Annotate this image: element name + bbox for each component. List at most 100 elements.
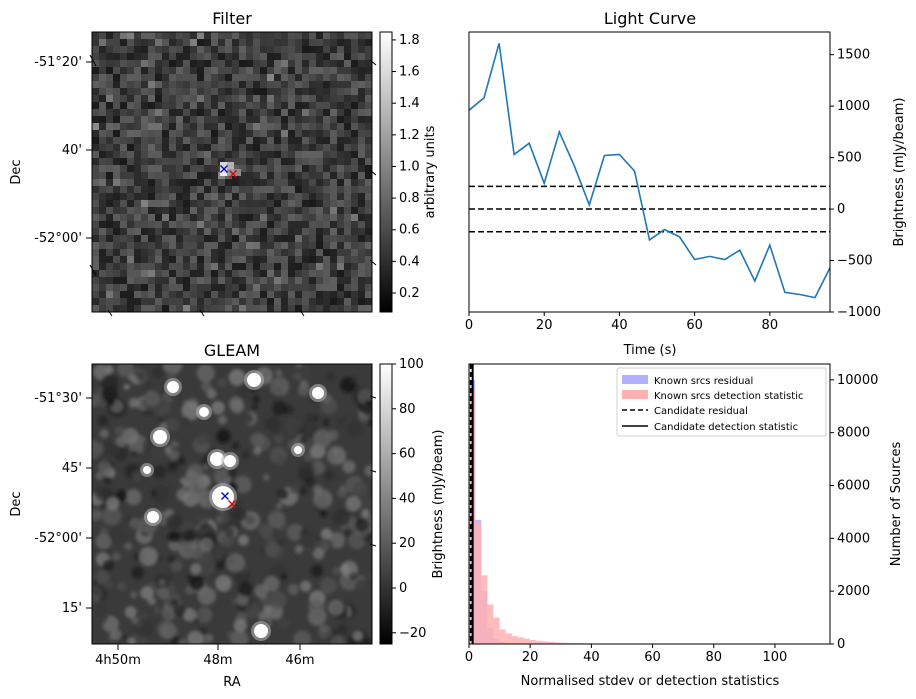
filter-pixel — [204, 60, 211, 67]
lightcurve-line — [469, 43, 830, 299]
filter-pixel — [274, 81, 281, 88]
filter-pixel — [204, 179, 211, 186]
gleam-noise-blob — [184, 529, 197, 542]
filter-pixel — [260, 60, 267, 67]
filter-pixel — [106, 179, 113, 186]
filter-pixel — [309, 228, 316, 235]
filter-pixel — [113, 186, 120, 193]
filter-pixel — [120, 95, 127, 102]
filter-pixel — [302, 228, 309, 235]
filter-pixel — [330, 221, 337, 228]
filter-pixel — [351, 144, 358, 151]
filter-pixel — [337, 130, 344, 137]
gleam-noise-blob — [196, 432, 210, 445]
filter-pixel — [183, 151, 190, 158]
filter-pixel — [225, 200, 232, 207]
filter-pixel — [288, 298, 295, 305]
filter-pixel — [302, 270, 309, 277]
gleam-cbar-tick-label: 40 — [399, 491, 416, 506]
filter-pixel — [232, 32, 239, 39]
filter-pixel — [127, 165, 134, 172]
filter-pixel — [267, 249, 274, 256]
filter-pixel — [120, 88, 127, 95]
filter-pixel — [351, 193, 358, 200]
filter-pixel — [106, 95, 113, 102]
filter-pixel — [253, 74, 260, 81]
filter-pixel — [148, 137, 155, 144]
filter-pixel — [218, 88, 225, 95]
filter-pixel — [92, 298, 99, 305]
filter-pixel — [190, 235, 197, 242]
filter-pixel — [197, 186, 204, 193]
filter-pixel — [197, 277, 204, 284]
filter-pixel — [225, 102, 232, 109]
filter-pixel — [267, 81, 274, 88]
filter-pixel — [169, 60, 176, 67]
filter-pixel — [323, 193, 330, 200]
filter-pixel — [204, 39, 211, 46]
gleam-xtick-label: 48m — [203, 653, 232, 668]
filter-pixel — [197, 74, 204, 81]
filter-pixel — [281, 172, 288, 179]
filter-pixel — [113, 88, 120, 95]
filter-pixel — [120, 123, 127, 130]
filter-pixel — [232, 158, 239, 165]
filter-pixel — [274, 109, 281, 116]
filter-pixel — [211, 158, 218, 165]
filter-pixel — [155, 214, 162, 221]
filter-pixel — [239, 46, 246, 53]
filter-pixel — [155, 123, 162, 130]
filter-pixel — [134, 109, 141, 116]
gleam-noise-blob — [348, 572, 358, 582]
gleam-noise-blob — [183, 608, 197, 622]
filter-pixel — [134, 263, 141, 270]
filter-pixel — [204, 116, 211, 123]
filter-pixel — [183, 130, 190, 137]
gleam-edge-tick — [369, 469, 377, 473]
filter-pixel — [344, 151, 351, 158]
filter-pixel — [246, 74, 253, 81]
filter-pixel — [267, 242, 274, 249]
filter-pixel — [330, 200, 337, 207]
filter-pixel — [183, 158, 190, 165]
filter-pixel — [134, 60, 141, 67]
filter-pixel — [267, 228, 274, 235]
filter-pixel — [113, 172, 120, 179]
gleam-noise-blob — [165, 417, 180, 432]
gleam-title: GLEAM — [204, 341, 260, 360]
filter-pixel — [344, 165, 351, 172]
gleam-noise-blob — [178, 638, 187, 644]
filter-pixel — [232, 109, 239, 116]
filter-pixel — [351, 249, 358, 256]
filter-pixel — [190, 305, 197, 312]
filter-pixel — [176, 228, 183, 235]
filter-pixel — [288, 67, 295, 74]
gleam-noise-blob — [127, 373, 136, 382]
filter-pixel — [281, 249, 288, 256]
gleam-noise-blob — [178, 539, 186, 547]
filter-pixel — [309, 242, 316, 249]
filter-pixel — [204, 144, 211, 151]
filter-pixel — [309, 284, 316, 291]
filter-pixel — [113, 39, 120, 46]
filter-pixel — [260, 116, 267, 123]
gleam-noise-blob — [327, 429, 339, 441]
filter-pixel — [155, 60, 162, 67]
gleam-source — [150, 427, 170, 447]
filter-pixel — [239, 60, 246, 67]
filter-pixel — [225, 193, 232, 200]
filter-pixel — [106, 207, 113, 214]
filter-pixel — [148, 193, 155, 200]
filter-pixel — [120, 158, 127, 165]
filter-pixel — [183, 53, 190, 60]
filter-pixel — [218, 186, 225, 193]
filter-pixel — [148, 81, 155, 88]
filter-pixel — [92, 200, 99, 207]
filter-pixel — [169, 32, 176, 39]
filter-pixel — [253, 186, 260, 193]
filter-pixel — [204, 242, 211, 249]
filter-pixel — [358, 193, 365, 200]
filter-pixel — [225, 207, 232, 214]
filter-pixel — [253, 172, 260, 179]
filter-pixel — [141, 249, 148, 256]
